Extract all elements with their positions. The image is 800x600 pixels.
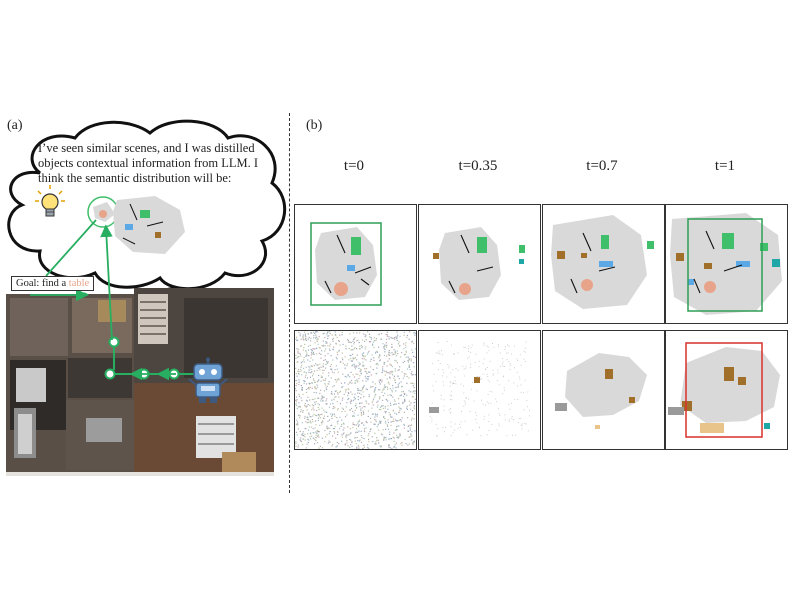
col-label-t0: t=0 bbox=[343, 158, 365, 174]
goal-target: table bbox=[68, 278, 90, 289]
thought-line-2: objects contextual information from LLM.… bbox=[38, 156, 259, 170]
col-label-t1: t=1 bbox=[714, 158, 736, 174]
map-row1-t035 bbox=[418, 204, 541, 324]
col-label-t035: t=0.35 bbox=[458, 158, 498, 174]
map-row1-t07 bbox=[542, 204, 665, 324]
panel-a-label: (a) bbox=[7, 118, 23, 133]
path-arrows bbox=[30, 219, 176, 381]
lightbulb-icon bbox=[35, 185, 65, 217]
panel-divider bbox=[289, 113, 290, 493]
thought-text: I’ve seen similar scenes, and I was dist… bbox=[38, 141, 258, 186]
map-row2-t07 bbox=[542, 330, 665, 450]
map-row2-t035 bbox=[418, 330, 541, 450]
map-row1-t1 bbox=[665, 204, 788, 324]
goal-prefix: Goal: find a bbox=[16, 278, 69, 289]
map-row1-t0 bbox=[294, 204, 417, 324]
map-row2-t0 bbox=[294, 330, 417, 450]
thought-line-1: I’ve seen similar scenes, and I was dist… bbox=[38, 141, 255, 155]
goal-label: Goal: find a table bbox=[11, 276, 95, 291]
thought-line-3: think the semantic distribution will be: bbox=[38, 171, 232, 185]
panel-b-label: (b) bbox=[306, 118, 323, 133]
col-label-t07: t=0.7 bbox=[586, 158, 618, 174]
map-row2-t1 bbox=[665, 330, 788, 450]
thought-semantic-map bbox=[87, 196, 185, 254]
robot-icon bbox=[188, 357, 228, 403]
